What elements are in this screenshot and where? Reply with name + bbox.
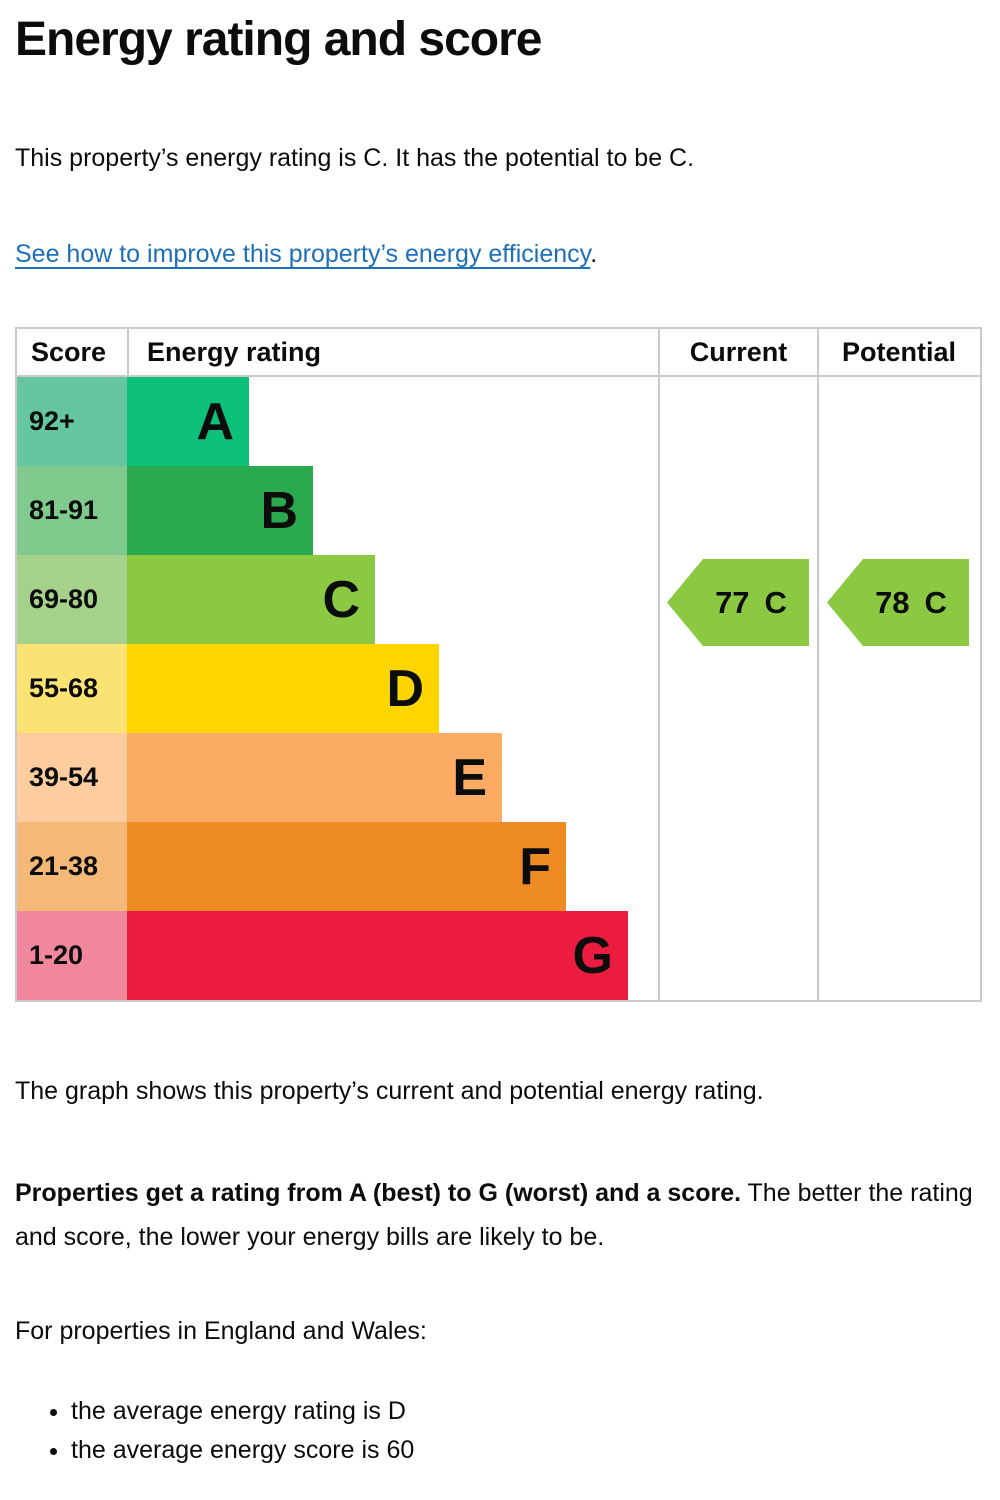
graph-caption: The graph shows this property’s current … xyxy=(15,1077,764,1105)
list-item: the average energy score is 60 xyxy=(71,1434,985,1467)
band-score-range: 55-68 xyxy=(17,644,127,733)
header-current: Current xyxy=(689,336,788,367)
band-bar-g: G xyxy=(127,911,628,1000)
intro-text: This property’s energy rating is C. It h… xyxy=(15,144,695,172)
band-row-a: 92+ A xyxy=(17,377,980,466)
band-bar-f: F xyxy=(127,822,566,911)
band-bar-a: A xyxy=(127,377,249,466)
band-score-range: 92+ xyxy=(17,377,127,466)
header-potential: Potential xyxy=(841,336,956,367)
band-row-d: 55-68 D xyxy=(17,644,980,733)
band-row-g: 1-20 G xyxy=(17,911,980,1000)
band-row-c: 69-80 C xyxy=(17,555,980,644)
band-score-range: 69-80 xyxy=(17,555,127,644)
header-energy-rating: Energy rating xyxy=(147,336,322,367)
region-heading: For properties in England and Wales: xyxy=(15,1317,427,1345)
improve-efficiency-link[interactable]: See how to improve this property’s energ… xyxy=(15,240,591,268)
band-row-e: 39-54 E xyxy=(17,733,980,822)
current-band-letter: C xyxy=(764,584,787,620)
link-period: . xyxy=(590,240,598,268)
score-column-divider xyxy=(127,329,129,377)
average-facts-list: the average energy rating is D the avera… xyxy=(15,1395,985,1467)
band-row-f: 21-38 F xyxy=(17,822,980,911)
explain-rest-text: The better the rating and score, the low… xyxy=(15,1179,973,1251)
page-title: Energy rating and score xyxy=(15,13,543,66)
improve-link-row: See how to improve this property’s energ… xyxy=(15,238,985,270)
band-bar-e: E xyxy=(127,733,502,822)
band-score-range: 39-54 xyxy=(17,733,127,822)
band-bar-d: D xyxy=(127,644,439,733)
band-rows: 92+ A 81-91 B 69-80 C 55-68 D 39-54 E 21-38 F 1-20 G xyxy=(17,377,980,1000)
band-bar-c: C xyxy=(127,555,375,644)
band-score-range: 1-20 xyxy=(17,911,127,1000)
explain-text: Properties get a rating from A (best) to… xyxy=(15,1171,990,1259)
current-score: 77 xyxy=(715,584,750,620)
list-item: the average energy rating is D xyxy=(71,1395,985,1428)
band-score-range: 81-91 xyxy=(17,466,127,555)
page: Energy rating and score This property’s … xyxy=(0,12,1000,1467)
band-score-range: 21-38 xyxy=(17,822,127,911)
epc-table-header: Score Energy rating Current Potential xyxy=(17,329,980,377)
explain-bold-text: Properties get a rating from A (best) to… xyxy=(15,1179,742,1207)
epc-table: Score Energy rating Current Potential 92… xyxy=(15,327,982,1002)
potential-score: 78 xyxy=(875,584,910,620)
band-row-b: 81-91 B xyxy=(17,466,980,555)
header-score: Score xyxy=(31,336,107,367)
current-column-divider xyxy=(658,329,660,1000)
potential-band-letter: C xyxy=(924,584,947,620)
potential-column-divider xyxy=(817,329,819,1000)
band-bar-b: B xyxy=(127,466,313,555)
